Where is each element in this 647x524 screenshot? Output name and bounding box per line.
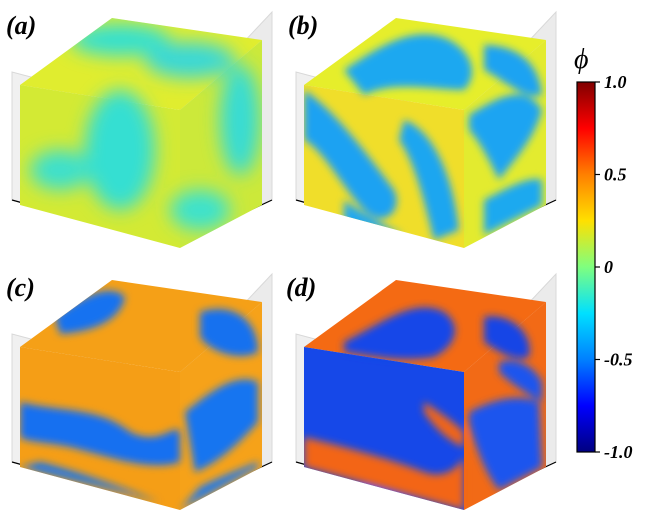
panel-label-b: (b) [288, 11, 318, 40]
panel-d: (d) [286, 272, 557, 510]
panel-label-a: (a) [6, 11, 36, 40]
colorbar-tick-label: -1.0 [604, 442, 633, 462]
panel-label-d: (d) [286, 273, 316, 302]
colorbar: ϕ 1.0 0.5 0 -0.5 -1.0 [574, 44, 633, 462]
colorbar-bar [576, 81, 596, 453]
colorbar-title: ϕ [574, 44, 589, 75]
cube-c [20, 280, 262, 510]
panel-label-c: (c) [6, 273, 35, 302]
colorbar-tick-label: 1.0 [604, 72, 627, 92]
panel-b: (b) [288, 10, 557, 248]
cube-b [304, 18, 546, 248]
panel-c: (c) [6, 272, 273, 510]
cube-d [304, 280, 546, 510]
colorbar-tick-label: 0.5 [604, 165, 627, 185]
cube-a [20, 18, 262, 248]
colorbar-ticks: 1.0 0.5 0 -0.5 -1.0 [595, 72, 633, 462]
colorbar-tick-label: -0.5 [604, 350, 633, 370]
panel-a: (a) [6, 10, 273, 248]
colorbar-tick-label: 0 [604, 257, 613, 277]
